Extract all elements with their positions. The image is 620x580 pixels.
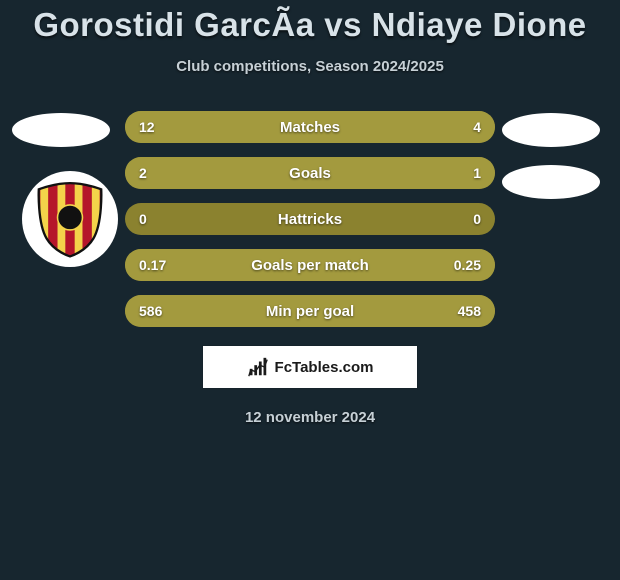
stat-label: Goals bbox=[125, 157, 495, 189]
footer-date: 12 november 2024 bbox=[0, 409, 620, 426]
stat-label: Min per goal bbox=[125, 295, 495, 327]
stat-bars: 124Matches 21Goals 00Hattricks 0.170.25Goal… bbox=[125, 111, 495, 327]
player-left-placeholder bbox=[12, 113, 110, 147]
brand-text: FcTables.com bbox=[275, 359, 374, 376]
stat-bar: 21Goals bbox=[125, 157, 495, 189]
stat-bar: 124Matches bbox=[125, 111, 495, 143]
stat-bar: 00Hattricks bbox=[125, 203, 495, 235]
bar-chart-icon bbox=[247, 356, 269, 378]
comparison-content: 124Matches 21Goals 00Hattricks 0.170.25Goal… bbox=[0, 111, 620, 426]
player-right-placeholder-1 bbox=[502, 113, 600, 147]
stat-label: Goals per match bbox=[125, 249, 495, 281]
brand-box: FcTables.com bbox=[202, 345, 418, 389]
stat-bar: 0.170.25Goals per match bbox=[125, 249, 495, 281]
club-badge-left bbox=[22, 171, 118, 267]
subtitle: Club competitions, Season 2024/2025 bbox=[0, 58, 620, 75]
player-right-placeholder-2 bbox=[502, 165, 600, 199]
stat-bar: 586458Min per goal bbox=[125, 295, 495, 327]
page-title: Gorostidi GarcÃ­a vs Ndiaye Dione bbox=[0, 0, 620, 44]
stat-label: Hattricks bbox=[125, 203, 495, 235]
club-crest-icon bbox=[31, 180, 109, 258]
stat-label: Matches bbox=[125, 111, 495, 143]
